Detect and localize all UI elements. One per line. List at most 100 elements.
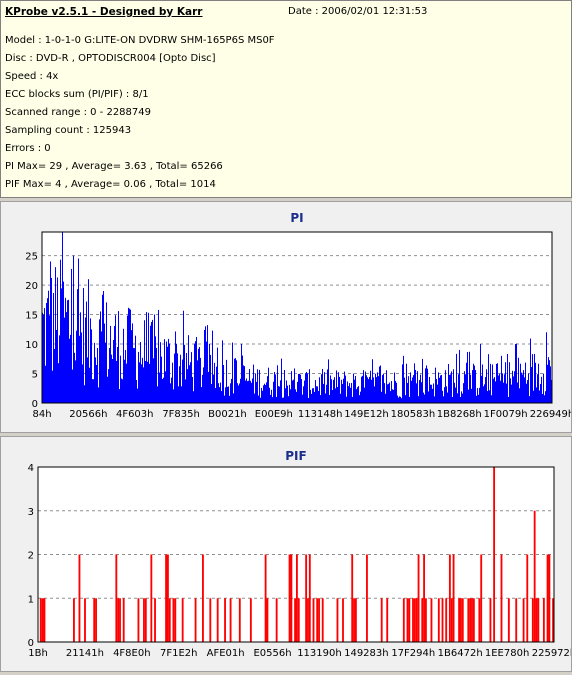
data-bar [464,371,465,403]
data-bar [155,336,156,403]
data-bar [117,347,118,403]
data-bar [457,393,458,403]
data-bar [308,554,311,642]
data-bar [507,353,508,403]
data-bar [253,364,254,403]
data-bar [148,312,149,403]
data-bar [98,387,99,403]
data-bar [412,598,414,642]
data-bar [509,362,510,403]
data-bar [430,384,431,403]
data-bar [220,382,221,403]
data-bar [475,370,476,403]
data-bar [424,394,425,403]
x-tick-label: E0556h [253,648,291,659]
data-bar [493,467,496,642]
data-bar [228,386,229,403]
data-bar [54,348,55,403]
data-bar [238,385,239,403]
data-bar [282,397,283,403]
data-bar [286,380,287,403]
data-bar [386,598,389,642]
data-bar [84,385,85,403]
data-bar [409,396,410,403]
data-bar [467,598,470,642]
data-bar [198,348,199,403]
data-bar [280,380,281,403]
y-tick-label: 10 [25,340,38,351]
data-bar [87,357,88,403]
data-bar [285,388,286,403]
info-errors: Errors : 0 [5,143,51,154]
data-bar [238,598,241,642]
data-bar [308,397,309,403]
data-bar [275,374,276,403]
data-bar [47,298,48,403]
data-bar [354,598,357,642]
data-bar [52,370,53,403]
data-bar [511,384,512,403]
data-bar [251,382,252,403]
x-tick-label: 4F603h [116,409,154,420]
data-bar [207,325,208,403]
data-bar [462,393,463,403]
data-bar [150,325,151,403]
data-bar [369,376,370,403]
data-bar [332,389,333,403]
scan-date: Date : 2006/02/01 12:31:53 [288,6,428,17]
x-tick-label: B0021h [208,409,247,420]
data-bar [401,398,402,403]
data-bar [494,377,495,403]
x-tick-label: 113148h [298,409,343,420]
data-bar [463,383,464,403]
data-bar [469,351,470,403]
data-bar [377,372,378,403]
data-bar [374,386,375,403]
data-bar [548,357,549,403]
data-bar [356,389,357,403]
data-bar [270,394,271,403]
data-bar [461,391,462,403]
data-bar [122,598,125,642]
data-bar [268,367,269,403]
data-bar [158,309,159,403]
data-bar [408,598,411,642]
data-bar [469,598,472,642]
data-bar [493,378,494,403]
data-bar [266,382,267,403]
data-bar [323,383,324,403]
data-bar [45,365,46,403]
data-bar [411,380,412,403]
data-bar [375,373,376,403]
data-bar [125,349,126,403]
data-bar [230,383,231,403]
data-bar [166,341,167,403]
data-bar [454,382,455,403]
data-bar [382,375,383,403]
data-bar [516,343,517,403]
data-bar [406,363,407,403]
data-bar [132,323,133,403]
data-bar [510,378,511,403]
data-bar [380,598,383,642]
data-bar [274,371,275,403]
data-bar [211,383,212,403]
data-bar [388,383,389,403]
data-bar [385,393,386,403]
data-bar [229,395,230,403]
data-bar [336,370,337,403]
data-bar [413,598,416,642]
data-bar [519,388,520,403]
data-bar [342,383,343,403]
data-bar [278,386,279,403]
data-bar [438,372,439,403]
data-bar [502,373,503,403]
data-bar [205,326,206,403]
data-bar [355,376,356,403]
data-bar [168,338,169,403]
data-bar [119,598,121,642]
data-bar [202,554,204,642]
x-tick-label: 149E12h [344,409,388,420]
data-bar [351,554,354,642]
data-bar [522,598,525,642]
